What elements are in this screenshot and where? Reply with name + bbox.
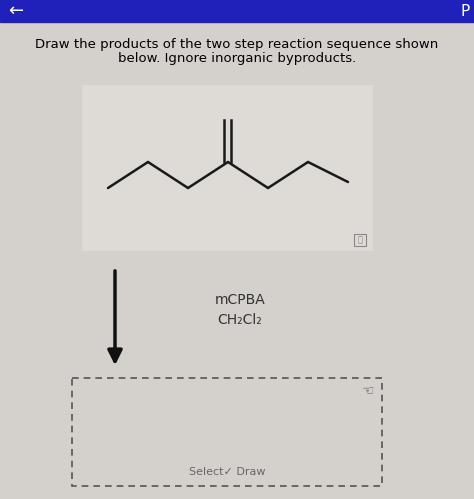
Text: Select✓ Draw: Select✓ Draw <box>189 467 265 477</box>
Text: mCPBA: mCPBA <box>215 293 265 307</box>
Text: Draw the products of the two step reaction sequence shown: Draw the products of the two step reacti… <box>36 37 438 50</box>
Text: below. Ignore inorganic byproducts.: below. Ignore inorganic byproducts. <box>118 51 356 64</box>
Bar <box>72 378 382 486</box>
Text: ☜: ☜ <box>362 383 374 397</box>
Text: ←: ← <box>8 2 23 20</box>
Bar <box>82 85 372 250</box>
Bar <box>0 0 474 22</box>
Text: CH₂Cl₂: CH₂Cl₂ <box>218 313 263 327</box>
Text: P: P <box>461 3 470 18</box>
Text: 🔍: 🔍 <box>357 236 363 245</box>
Bar <box>354 234 366 246</box>
